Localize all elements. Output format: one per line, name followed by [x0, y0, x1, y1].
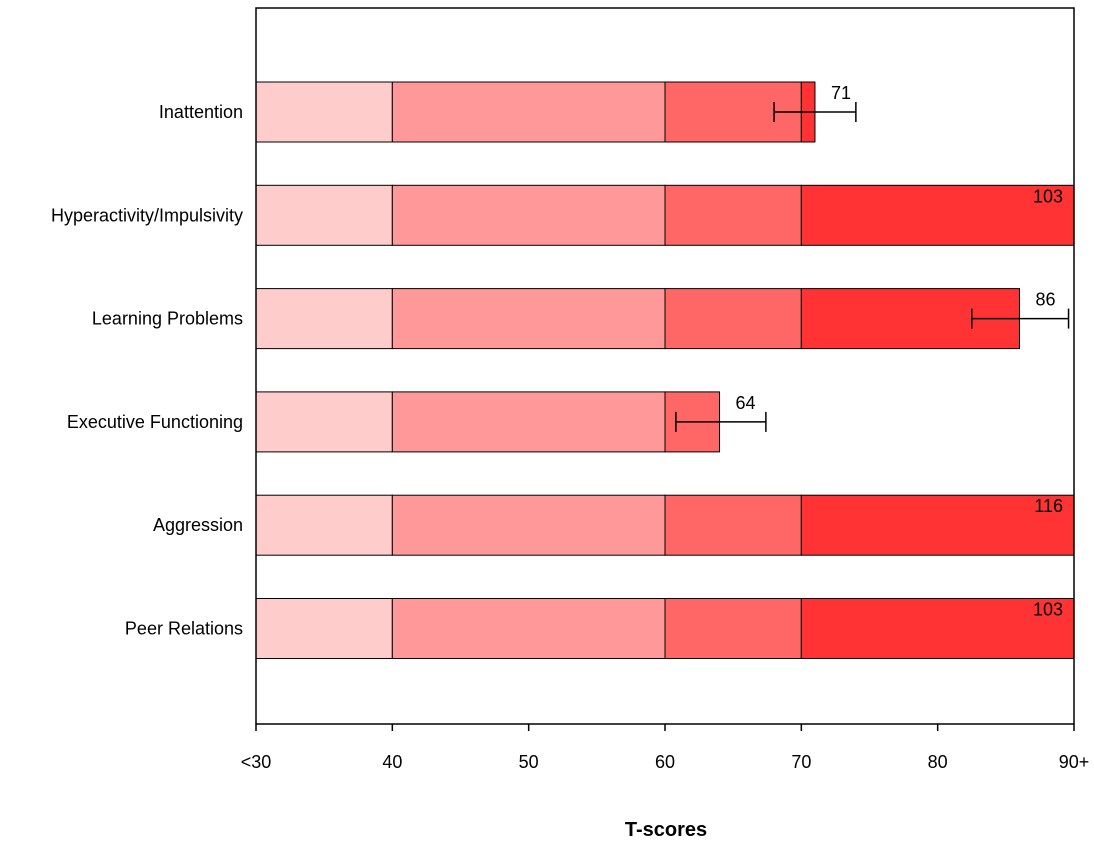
bar-segment: [800, 494, 1075, 556]
bar-segment: [391, 81, 666, 143]
bar-segment: [800, 598, 1075, 659]
bar-aggression: [255, 494, 1075, 556]
bar-segment: [255, 81, 393, 143]
bar-segment: [391, 184, 666, 246]
bar-segment: [391, 598, 666, 659]
value-label: 86: [1035, 290, 1055, 310]
bar-segment: [664, 288, 802, 350]
bar-segment: [664, 598, 802, 659]
bar-segment: [664, 494, 802, 556]
value-label: 116: [1034, 496, 1063, 516]
category-label: Peer Relations: [125, 619, 243, 639]
category-label: Learning Problems: [92, 309, 243, 329]
bar-segment: [255, 494, 393, 556]
bar-segment: [800, 184, 1075, 246]
category-labels: Inattention Hyperactivity/Impulsivity Lear…: [51, 102, 243, 639]
value-label: 103: [1033, 186, 1063, 206]
bar-learning-problems: [255, 288, 1020, 350]
x-tick-label: 50: [519, 752, 539, 772]
bar-segment: [255, 598, 393, 659]
bar-hyperactivity-impulsivity: [255, 184, 1075, 246]
x-tick-label: 60: [655, 752, 675, 772]
category-label: Executive Functioning: [67, 412, 243, 432]
x-tick-label: 40: [382, 752, 402, 772]
bar-segment: [255, 391, 393, 453]
x-tick-label: 70: [791, 752, 811, 772]
x-tick-label: 90+: [1059, 752, 1090, 772]
value-label: 64: [736, 393, 756, 413]
category-label: Hyperactivity/Impulsivity: [51, 205, 243, 225]
bar-segment: [255, 184, 393, 246]
error-bar: [971, 308, 1070, 329]
bar-executive-functioning: [255, 391, 721, 453]
x-axis: <30 40 50 60 70 80 90+: [241, 724, 1090, 772]
bar-segment: [255, 288, 393, 350]
bar-segment: [391, 288, 666, 350]
value-label: 103: [1033, 600, 1063, 620]
x-axis-title: T-scores: [625, 819, 707, 841]
bar-peer-relations: [255, 598, 1075, 659]
x-tick-label: <30: [241, 752, 272, 772]
error-bars-layer: [675, 102, 1070, 432]
bar-segment: [664, 184, 802, 246]
bar-segment: [391, 391, 666, 453]
category-label: Inattention: [159, 102, 243, 122]
x-tick-label: 80: [928, 752, 948, 772]
category-label: Aggression: [153, 515, 243, 535]
bars-layer: [255, 81, 1075, 659]
value-labels: 71 103 86 64 116 103: [736, 83, 1063, 620]
error-bar: [773, 102, 857, 122]
value-label: 71: [831, 83, 851, 103]
bar-inattention: [255, 81, 816, 143]
bar-segment: [391, 494, 666, 556]
error-bar: [675, 411, 767, 432]
